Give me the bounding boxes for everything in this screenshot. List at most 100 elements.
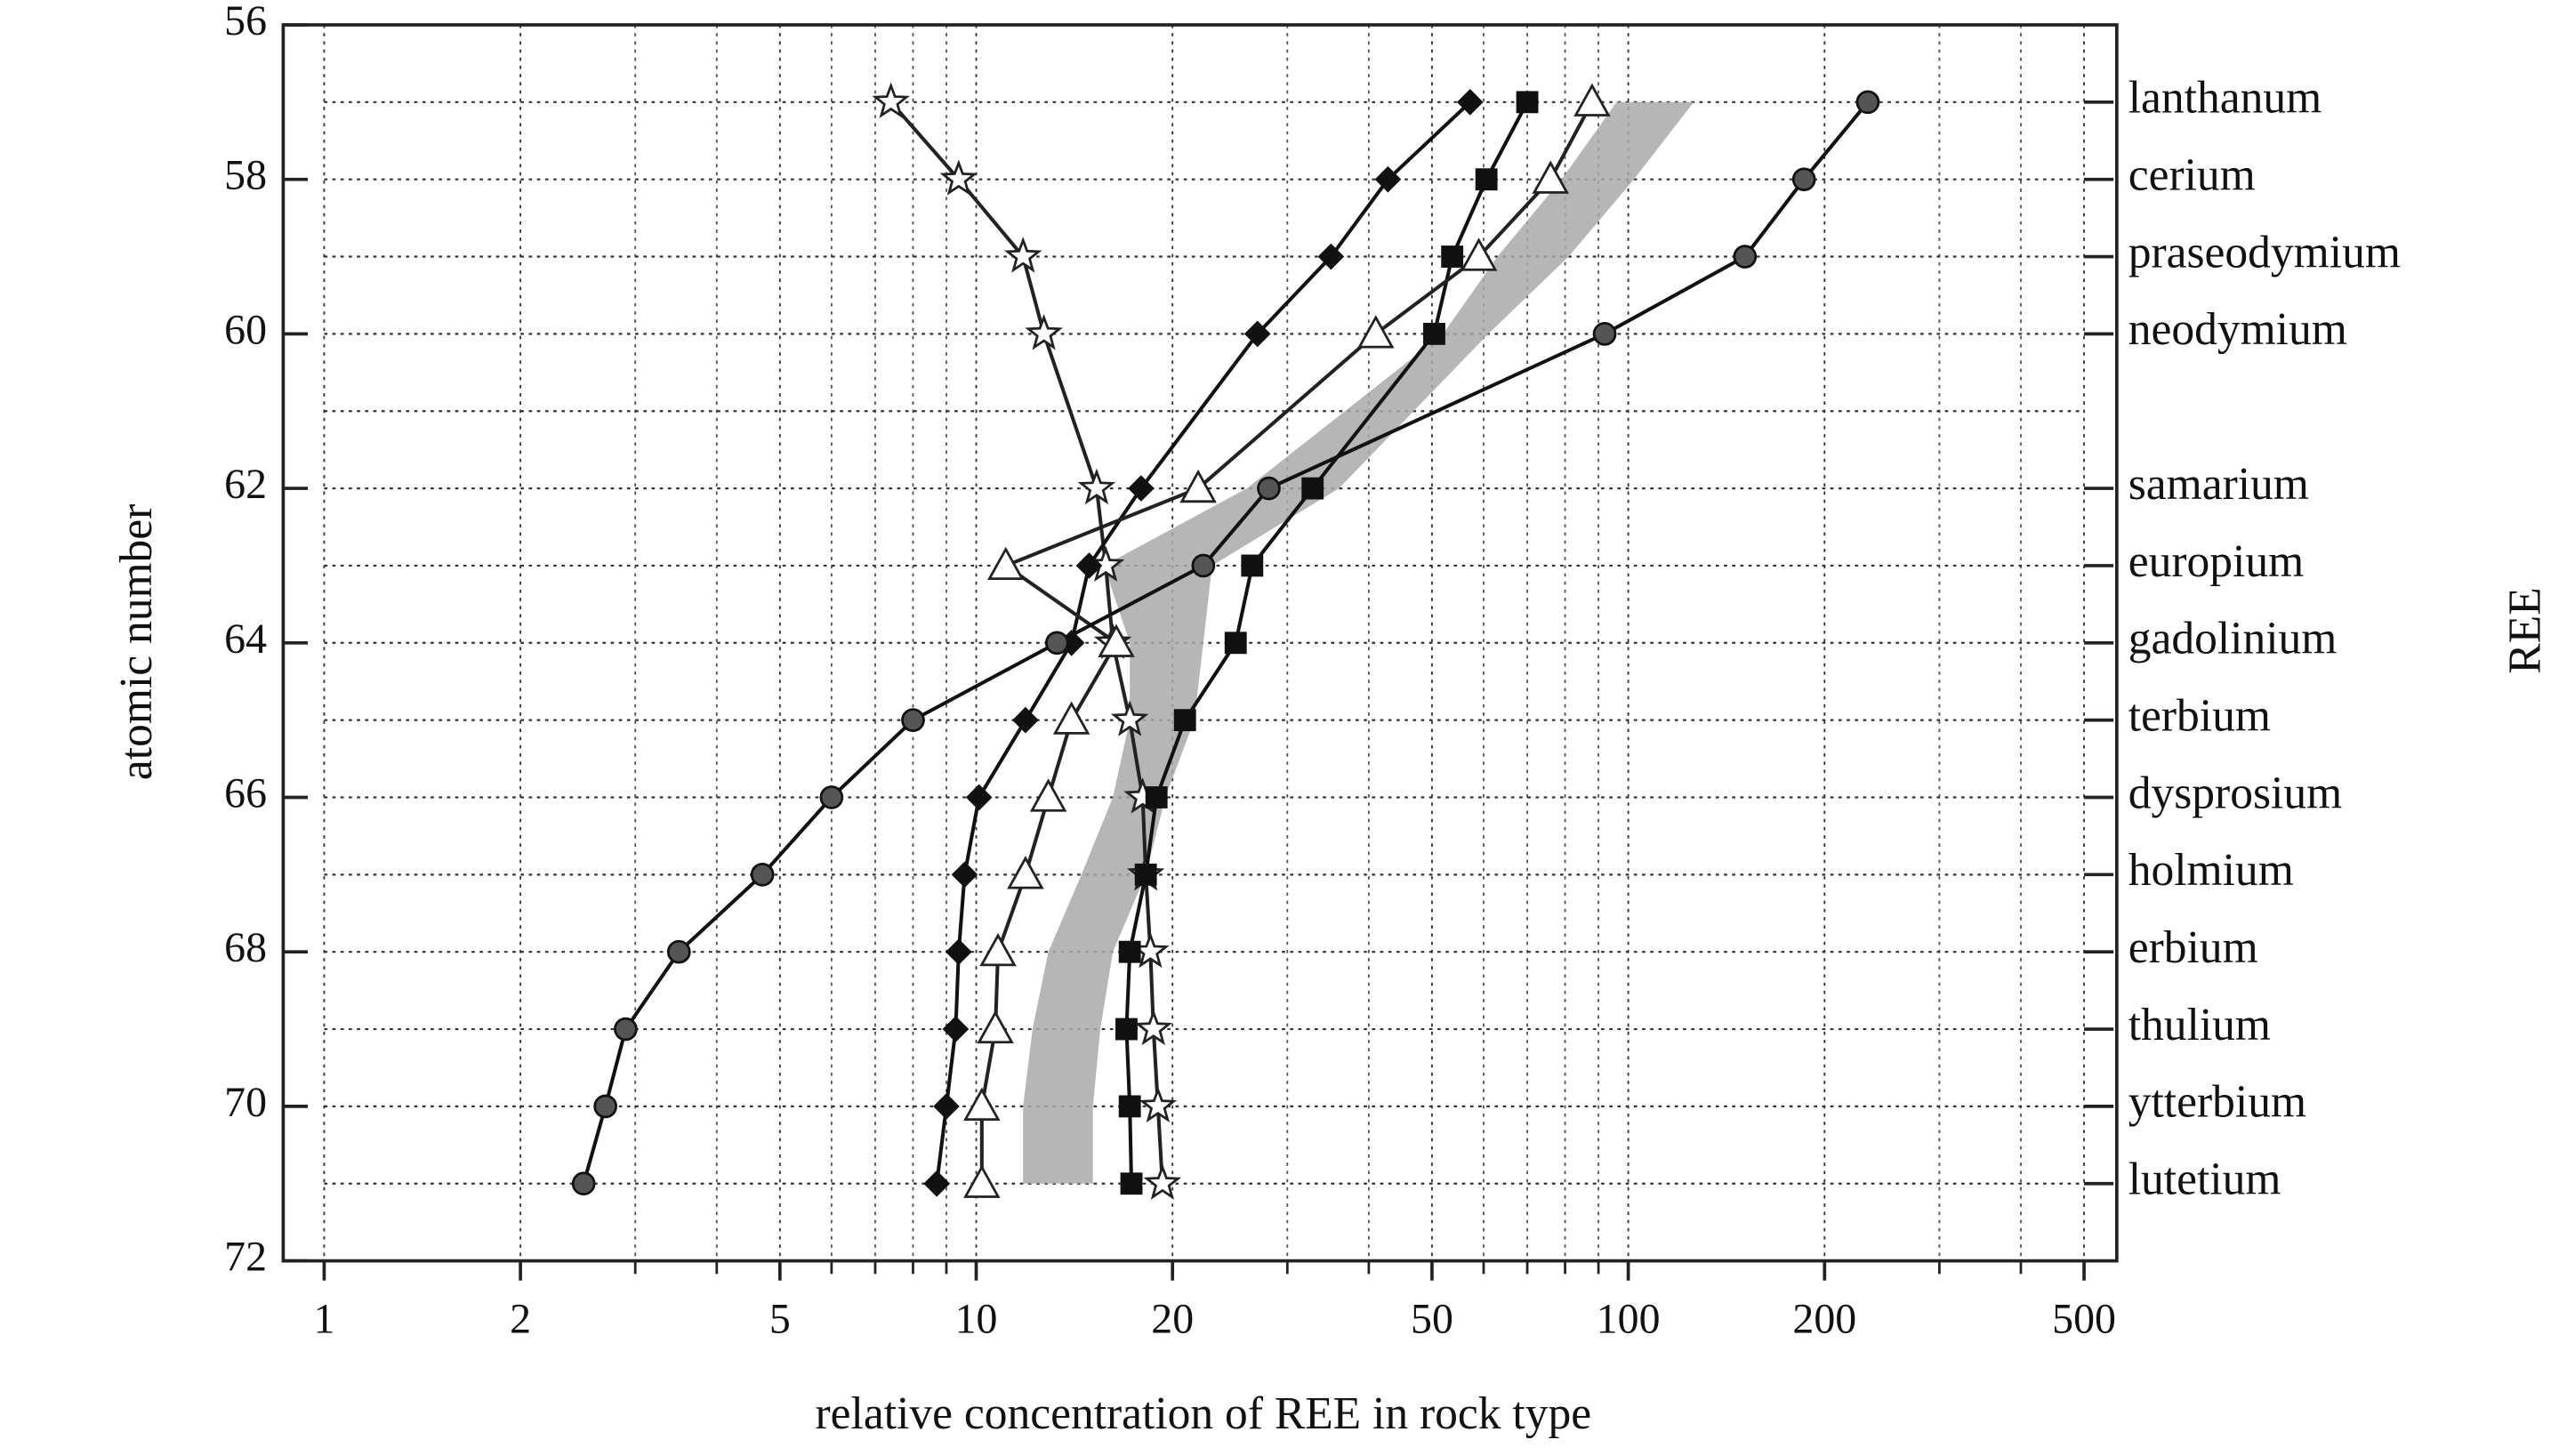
triangle-marker: [1098, 623, 1135, 657]
circle-marker: [1257, 476, 1281, 501]
circle-marker: [819, 785, 844, 809]
series-line: [935, 101, 1472, 1185]
star-marker: [1110, 700, 1149, 736]
y2-tick-label: neodymium: [2128, 304, 2347, 355]
triangle-marker: [1007, 856, 1044, 889]
diamond-marker: [945, 938, 972, 966]
star-marker: [1003, 237, 1042, 273]
y2-tick-label: dysprosium: [2128, 768, 2342, 818]
y-tick-label: 70: [224, 1079, 267, 1126]
series-line: [582, 101, 1870, 1185]
y-tick-label: 58: [224, 152, 267, 199]
triangle-marker: [1179, 469, 1217, 503]
circle-marker: [571, 1171, 596, 1196]
triangle-marker: [979, 932, 1017, 967]
y-tick-label: 66: [224, 769, 267, 816]
circle-marker: [593, 1094, 618, 1119]
square-marker: [1134, 863, 1157, 886]
triangle-marker: [1029, 778, 1067, 812]
y2-tick-label: lutetium: [2128, 1154, 2281, 1205]
square-marker: [1118, 1095, 1141, 1118]
star-marker: [1077, 468, 1116, 505]
circle-marker: [1191, 553, 1216, 578]
y-tick-label: 62: [224, 461, 267, 508]
diamond-marker: [923, 1170, 951, 1197]
diamond-marker: [1456, 88, 1484, 116]
star-marker: [1134, 1009, 1173, 1046]
x-tick-label: 5: [769, 1296, 791, 1343]
y2-tick-label: praseodymium: [2128, 227, 2401, 278]
triangle-marker: [963, 1087, 1001, 1122]
circle-marker: [750, 863, 775, 887]
y2-axis-label: REE: [2499, 587, 2550, 673]
diamond-marker: [942, 1016, 970, 1042]
diamond-marker: [1374, 165, 1402, 193]
x-tick-label: 100: [1597, 1296, 1661, 1343]
circle-marker: [1044, 631, 1069, 656]
diamond-marker: [1243, 320, 1271, 348]
y-tick-label: 64: [224, 615, 267, 663]
square-marker: [1475, 168, 1498, 191]
y2-tick-label: lanthanum: [2128, 73, 2322, 124]
x-tick-label: 10: [955, 1296, 998, 1343]
y2-tick-label: holmium: [2128, 845, 2294, 896]
x-tick-label: 500: [2052, 1296, 2116, 1343]
square-marker: [1224, 631, 1247, 655]
triangle-marker: [1573, 83, 1611, 117]
square-marker: [1423, 322, 1445, 345]
x-axis-label: relative concentration of REE in rock ty…: [816, 1388, 1592, 1439]
diamond-marker: [1128, 475, 1155, 502]
star-marker: [1025, 314, 1063, 350]
y2-tick-label: ytterbium: [2128, 1077, 2306, 1128]
x-tick-label: 2: [510, 1296, 531, 1343]
y-axis-label: atomic number: [111, 504, 162, 780]
x-tick-label: 1: [313, 1296, 334, 1343]
circle-marker: [666, 939, 691, 964]
star-marker: [1139, 1086, 1178, 1122]
circle-marker: [901, 708, 925, 732]
star-marker: [1143, 1163, 1182, 1200]
y2-tick-label: cerium: [2128, 150, 2256, 201]
y2-tick-label: gadolinium: [2128, 614, 2338, 664]
y2-tick-label: thulium: [2128, 1000, 2271, 1050]
diamond-marker: [1317, 243, 1345, 270]
y-tick-label: 72: [224, 1234, 267, 1281]
square-marker: [1516, 91, 1539, 114]
y-tick-label: 56: [224, 0, 267, 44]
circle-marker: [1733, 245, 1758, 269]
series-line: [1124, 101, 1529, 1184]
circle-marker: [614, 1017, 638, 1042]
star-marker: [872, 82, 910, 118]
circle-marker: [1855, 90, 1880, 115]
y2-tick-label: terbium: [2128, 690, 2271, 741]
square-marker: [1173, 709, 1196, 732]
x-tick-label: 200: [1792, 1296, 1856, 1343]
square-marker: [1441, 245, 1464, 268]
triangle-marker: [1357, 315, 1395, 349]
triangle-marker: [1460, 237, 1498, 271]
square-marker: [1118, 940, 1141, 963]
y2-tick-label: samarium: [2128, 459, 2309, 510]
triangle-marker: [963, 1164, 1001, 1198]
circle-marker: [1791, 167, 1816, 192]
circle-marker: [1592, 322, 1617, 346]
triangle-marker: [977, 1010, 1014, 1044]
x-tick-label: 50: [1411, 1296, 1453, 1343]
square-marker: [1115, 1018, 1138, 1041]
square-marker: [1145, 786, 1168, 808]
square-marker: [1120, 1172, 1143, 1195]
triangle-marker: [1052, 701, 1090, 735]
diamond-marker: [1075, 552, 1103, 579]
range-band: [1023, 101, 1694, 1184]
diamond-marker: [951, 861, 978, 889]
y-tick-label: 60: [224, 306, 267, 353]
triangle-marker: [987, 546, 1025, 581]
y2-tick-label: erbium: [2128, 922, 2258, 973]
star-marker: [939, 159, 978, 196]
square-marker: [1301, 477, 1324, 500]
x-tick-label: 20: [1151, 1296, 1194, 1343]
diamond-marker: [965, 784, 993, 811]
